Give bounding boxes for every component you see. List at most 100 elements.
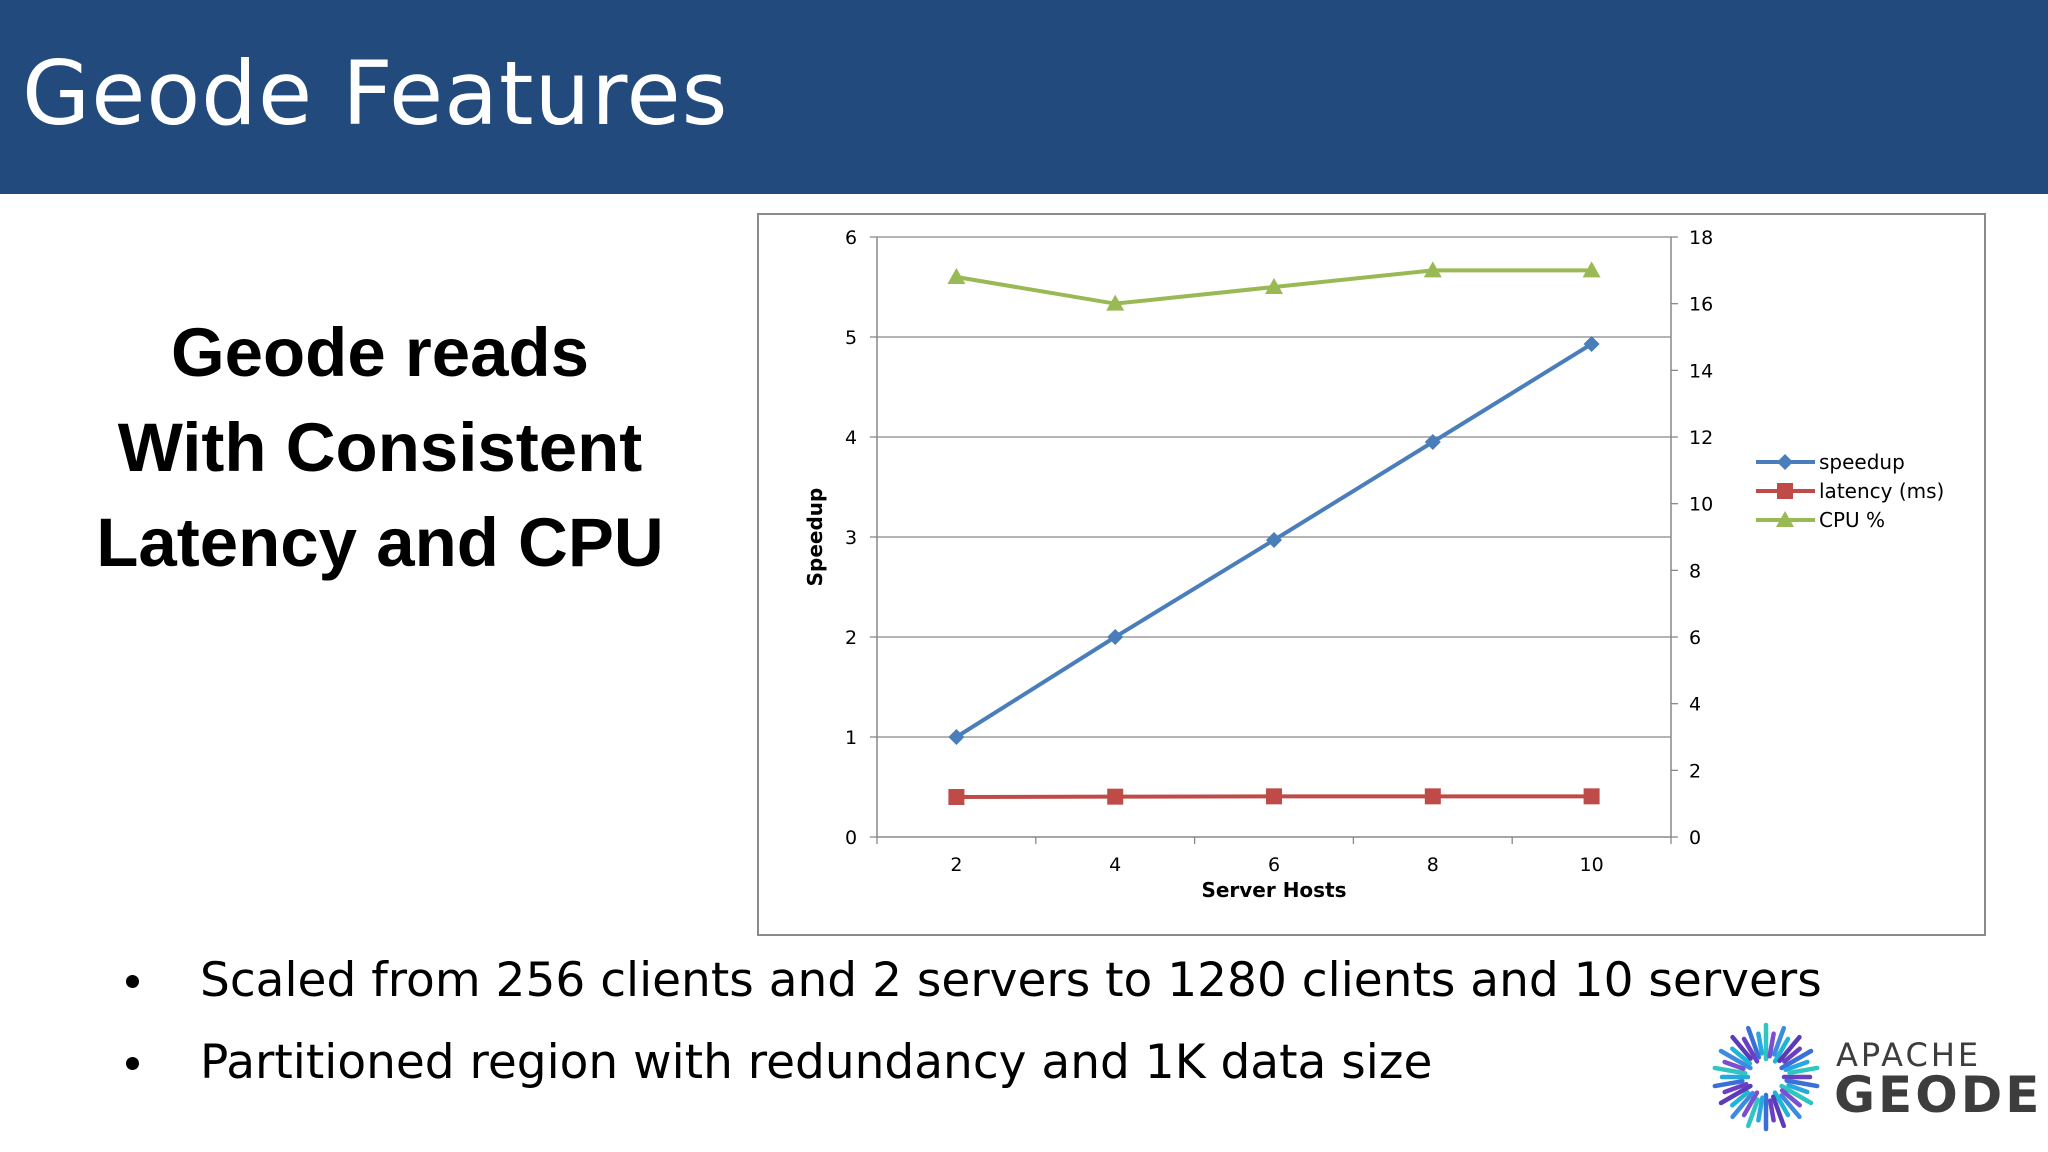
slide-title: Geode Features: [22, 42, 729, 145]
burst-ray: [1772, 1036, 1791, 1064]
legend-label-latency-ms: latency (ms): [1819, 479, 1944, 503]
burst-ray: [1770, 1094, 1787, 1129]
data-point-cpu: [1423, 261, 1442, 278]
y-tick-label: 3: [845, 527, 857, 549]
burst-ray: [1722, 1081, 1749, 1095]
bullet-text: Scaled from 256 clients and 2 servers to…: [200, 953, 1822, 1008]
y-axis-title: Speedup: [803, 488, 827, 587]
burst-ray: [1779, 1088, 1802, 1108]
burst-ray: [1779, 1093, 1802, 1120]
y-tick-label: 5: [845, 327, 857, 349]
burst-ray: [1718, 1083, 1753, 1106]
burst-ray: [1712, 1078, 1745, 1089]
data-point-speedup: [1424, 434, 1441, 450]
y-tick-label: 2: [845, 627, 857, 649]
logo-text-apache: APACHE: [1836, 1036, 1982, 1074]
data-point-cpu: [947, 268, 966, 284]
data-point-latency-ms: [1583, 788, 1600, 805]
data-point-latency-ms: [1107, 788, 1124, 805]
bullet-dot-icon: [126, 1057, 139, 1070]
data-point-cpu: [1582, 261, 1601, 278]
data-point-cpu: [1265, 278, 1283, 294]
y2-tick-label: 0: [1689, 827, 1701, 849]
data-point-latency-ms: [1266, 788, 1282, 805]
data-point-speedup: [1583, 336, 1600, 352]
y2-tick-label: 14: [1689, 360, 1713, 382]
headline-line-3: Latency and CPU: [96, 504, 664, 581]
burst-ray: [1730, 1046, 1753, 1066]
y2-tick-label: 2: [1689, 760, 1701, 782]
y-tick-label: 1: [845, 727, 857, 749]
y2-tick-label: 4: [1689, 694, 1701, 716]
apache-geode-logo: APACHE GEODE: [1710, 1022, 2040, 1132]
title-bar: Geode Features: [0, 0, 2048, 194]
data-point-latency-ms: [948, 789, 965, 805]
data-point-latency-ms: [1424, 788, 1441, 805]
burst-ray: [1730, 1034, 1753, 1061]
burst-ray: [1777, 1034, 1802, 1064]
burst-ray: [1712, 1065, 1748, 1076]
burst-ray: [1784, 1078, 1820, 1089]
bullet-dot-icon: [126, 975, 139, 988]
burst-ray: [1771, 1025, 1787, 1057]
y2-tick-label: 12: [1689, 427, 1713, 449]
data-point-speedup: [948, 729, 965, 745]
bullet-list: Scaled from 256 clients and 2 servers to…: [118, 942, 1822, 1106]
chart-frame: [757, 213, 1986, 936]
y-tick-label: 0: [845, 827, 857, 849]
data-point-cpu: [1106, 294, 1125, 311]
legend-label-speedup: speedup: [1819, 450, 1905, 474]
burst-ray: [1741, 1036, 1760, 1064]
burst-ray: [1745, 1097, 1761, 1129]
burst-ray: [1783, 1059, 1810, 1073]
y2-tick-label: 10: [1689, 494, 1713, 516]
legend: speedup latency (ms) CPU %: [1756, 450, 1944, 532]
legend-marker-cpu: [1776, 511, 1794, 527]
burst-ray: [1741, 1090, 1760, 1118]
legend-marker-speedup: [1777, 454, 1793, 470]
series-lines: [947, 261, 1601, 805]
headline: Geode reads With Consistent Latency and …: [60, 305, 700, 590]
burst-ray: [1779, 1083, 1814, 1106]
burst-ray: [1718, 1048, 1753, 1071]
y2-tick-label: 6: [1689, 627, 1701, 649]
gridlines: [877, 236, 1671, 738]
data-point-speedup: [1107, 629, 1124, 645]
x-tick-label: 2: [950, 854, 962, 876]
burst-ray: [1772, 1090, 1791, 1118]
logo-text-geode: GEODE: [1834, 1066, 2043, 1124]
y2-tick-label: 18: [1689, 227, 1713, 249]
geode-burst-icon: [1712, 1022, 1820, 1132]
y2-tick-label: 16: [1689, 294, 1713, 316]
x-tick-label: 4: [1109, 854, 1121, 876]
y-tick-label: 4: [845, 427, 857, 449]
legend-label-cpu: CPU %: [1819, 508, 1885, 532]
burst-ray: [1756, 1095, 1765, 1123]
x-tick-label: 10: [1580, 854, 1604, 876]
burst-ray: [1756, 1031, 1765, 1056]
burst-ray: [1779, 1048, 1814, 1071]
burst-ray: [1767, 1031, 1776, 1059]
y2-tick-label: 8: [1689, 560, 1701, 582]
data-point-speedup: [1266, 532, 1282, 548]
burst-ray: [1787, 1065, 1820, 1076]
burst-ray: [1730, 1090, 1755, 1120]
burst-ray: [1722, 1059, 1746, 1072]
burst-ray: [1786, 1082, 1810, 1095]
burst-ray: [1782, 1046, 1802, 1064]
legend-marker-latency-ms: [1777, 483, 1793, 499]
x-tick-label: 8: [1427, 854, 1439, 876]
burst-ray: [1767, 1098, 1776, 1123]
headline-line-2: With Consistent: [117, 409, 643, 486]
bullet-item: Partitioned region with redundancy and 1…: [118, 1024, 1822, 1106]
x-tick-label: 6: [1268, 854, 1280, 876]
bullet-text: Partitioned region with redundancy and 1…: [200, 1035, 1433, 1090]
burst-ray: [1745, 1025, 1762, 1060]
bullet-item: Scaled from 256 clients and 2 servers to…: [118, 942, 1822, 1024]
y-tick-label: 6: [845, 227, 857, 249]
burst-ray: [1730, 1090, 1750, 1108]
headline-line-1: Geode reads: [170, 314, 589, 391]
axes: [870, 236, 1678, 844]
